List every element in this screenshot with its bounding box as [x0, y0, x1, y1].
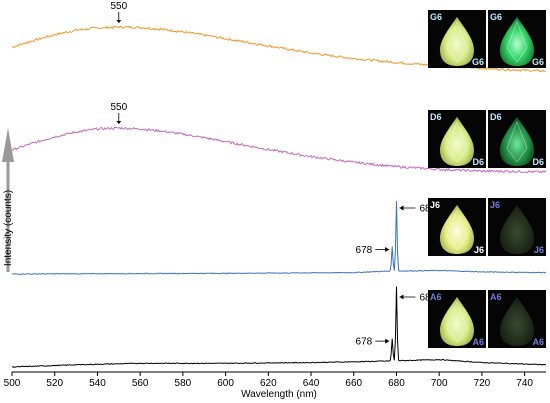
gem-photo-label: G6	[430, 12, 442, 22]
gem-photo-label: D6	[472, 157, 484, 167]
peak-arrow-head	[116, 20, 122, 23]
x-tick-label: 620	[260, 378, 277, 389]
x-tick-label: 540	[89, 378, 106, 389]
x-tick-label: 500	[4, 378, 21, 389]
gem-facet	[446, 209, 468, 251]
x-tick-label: 660	[345, 378, 362, 389]
gem-photo: J6 J6	[428, 198, 486, 256]
gem-photo-label: A6	[490, 292, 502, 302]
series-line	[11, 201, 547, 275]
x-tick-label: 700	[431, 378, 448, 389]
gem-photo: D6 D6	[428, 110, 486, 168]
gem-photo-label: A6	[430, 292, 442, 302]
gem-facet	[446, 121, 468, 163]
gem-facet	[506, 21, 528, 63]
peak-arrow-head	[385, 338, 390, 344]
gem-stone	[440, 17, 474, 66]
gem-photo-label: A6	[472, 337, 484, 347]
y-axis-arrow	[2, 128, 14, 272]
x-tick-label: 600	[217, 378, 234, 389]
gem-stone	[500, 297, 534, 346]
gem-stone	[440, 117, 474, 166]
x-tick-group: 500 520 540 560 580 600 620 640 660 680 700 720 740	[4, 372, 533, 389]
x-axis-title: Wavelength (nm)	[241, 389, 317, 400]
gem-photo-label: D6	[490, 112, 502, 122]
x-tick-label: 560	[132, 378, 149, 389]
gem-photo: A6 A6	[488, 290, 546, 348]
x-tick-label: 680	[388, 378, 405, 389]
gem-photo-label: D6	[532, 157, 544, 167]
series-line	[11, 126, 547, 174]
gem-stone	[500, 205, 534, 254]
gem-stone	[440, 297, 474, 346]
gem-photo-label: J6	[430, 200, 440, 210]
gem-photo-label: J6	[534, 245, 544, 255]
peak-label: 550	[110, 1, 127, 12]
gem-stone	[500, 17, 534, 66]
gem-photo: G6 G6	[488, 10, 546, 68]
gem-photo-label: D6	[430, 112, 442, 122]
x-tick-label: 740	[516, 378, 533, 389]
gem-photo-label: G6	[472, 57, 484, 67]
peak-label: 678	[356, 245, 373, 256]
y-axis-title: Intensity (counts)	[3, 190, 14, 266]
gem-stone	[500, 117, 534, 166]
peak-arrow-head	[116, 121, 122, 124]
peak-arrow-head	[399, 205, 404, 211]
gem-photo: G6 G6	[428, 10, 486, 68]
gem-photo: D6 D6	[488, 110, 546, 168]
gem-photo: J6 J6	[488, 198, 546, 256]
peak-arrow-head	[385, 247, 390, 252]
peak-arrow-head	[399, 294, 404, 300]
series-line	[11, 286, 547, 368]
peak-label: 678	[356, 337, 373, 348]
gem-photo-label: J6	[490, 200, 500, 210]
x-tick-label: 520	[46, 378, 63, 389]
x-tick-label: 580	[175, 378, 192, 389]
gem-stone	[440, 205, 474, 254]
gem-photo-label: J6	[474, 245, 484, 255]
gem-photo: A6 A6	[428, 290, 486, 348]
gem-facet	[506, 121, 528, 163]
gem-image-layer: G6 G6 G6 G6 D6 D6 D6 D6 J6 J6 J6 J6 A6 A6 A6 A6	[428, 10, 546, 348]
gem-facet	[446, 301, 468, 343]
x-tick-label: 640	[303, 378, 320, 389]
x-tick-label: 720	[474, 378, 491, 389]
gem-photo-label: G6	[532, 57, 544, 67]
gem-facet	[446, 21, 468, 63]
peak-label: 550	[110, 102, 127, 113]
gem-photo-label: G6	[490, 12, 502, 22]
gem-photo-label: A6	[532, 337, 544, 347]
